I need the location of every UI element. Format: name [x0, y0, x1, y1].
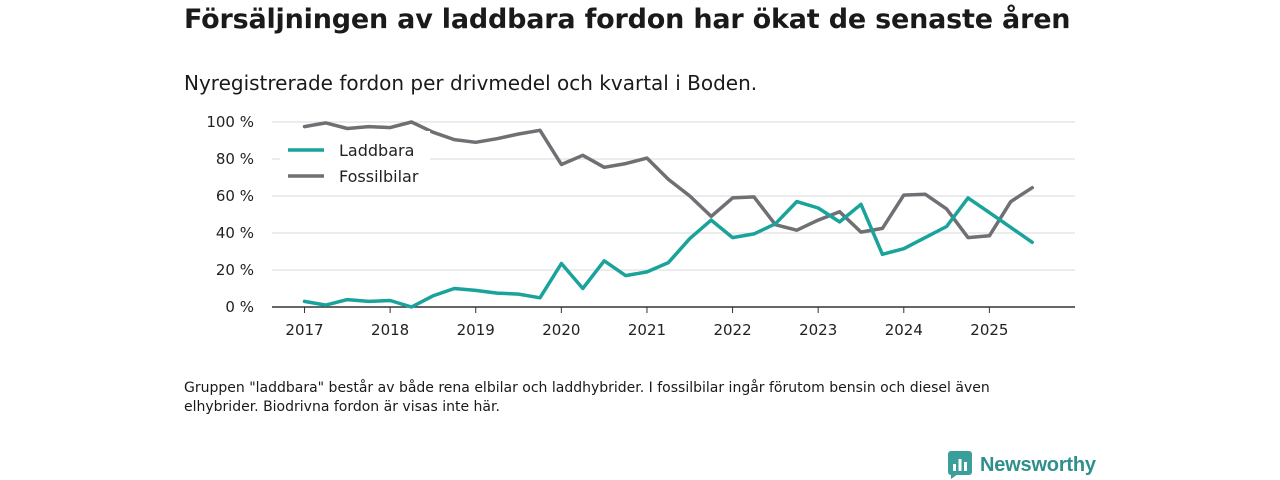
- x-tick-label: 2019: [457, 321, 495, 339]
- newsworthy-logo-icon: [948, 451, 972, 479]
- footnote: Gruppen "laddbara" består av både rena e…: [184, 380, 990, 415]
- y-tick-label: 100 %: [206, 113, 254, 131]
- brand-name: Newsworthy: [980, 453, 1096, 476]
- x-tick-label: 2023: [799, 321, 837, 339]
- x-tick-label: 2018: [371, 321, 409, 339]
- brand-logo: Newsworthy: [948, 451, 1096, 479]
- legend-label: Laddbara: [339, 141, 414, 160]
- x-tick-label: 2017: [285, 321, 323, 339]
- y-tick-label: 20 %: [216, 261, 254, 279]
- x-tick-label: 2022: [713, 321, 751, 339]
- x-tick-label: 2025: [970, 321, 1008, 339]
- x-tick-label: 2020: [542, 321, 580, 339]
- series-line-laddbara: [302, 196, 1034, 309]
- y-tick-label: 60 %: [216, 187, 254, 205]
- series-line-fossilbilar: [302, 120, 1034, 240]
- x-tick-label: 2021: [628, 321, 666, 339]
- page-title: Försäljningen av laddbara fordon har öka…: [184, 4, 1071, 35]
- line-chart: 0 % 20 % 40 % 60 % 80 % 100 % 2017 2018 2019 2020…: [206, 113, 1075, 339]
- x-tick-label: 2024: [885, 321, 923, 339]
- legend-background: [280, 131, 430, 191]
- y-tick-label: 0 %: [225, 298, 254, 316]
- legend-label: Fossilbilar: [339, 167, 419, 186]
- chart-subtitle: Nyregistrerade fordon per drivmedel och …: [184, 71, 758, 95]
- y-tick-label: 40 %: [216, 224, 254, 242]
- y-tick-label: 80 %: [216, 150, 254, 168]
